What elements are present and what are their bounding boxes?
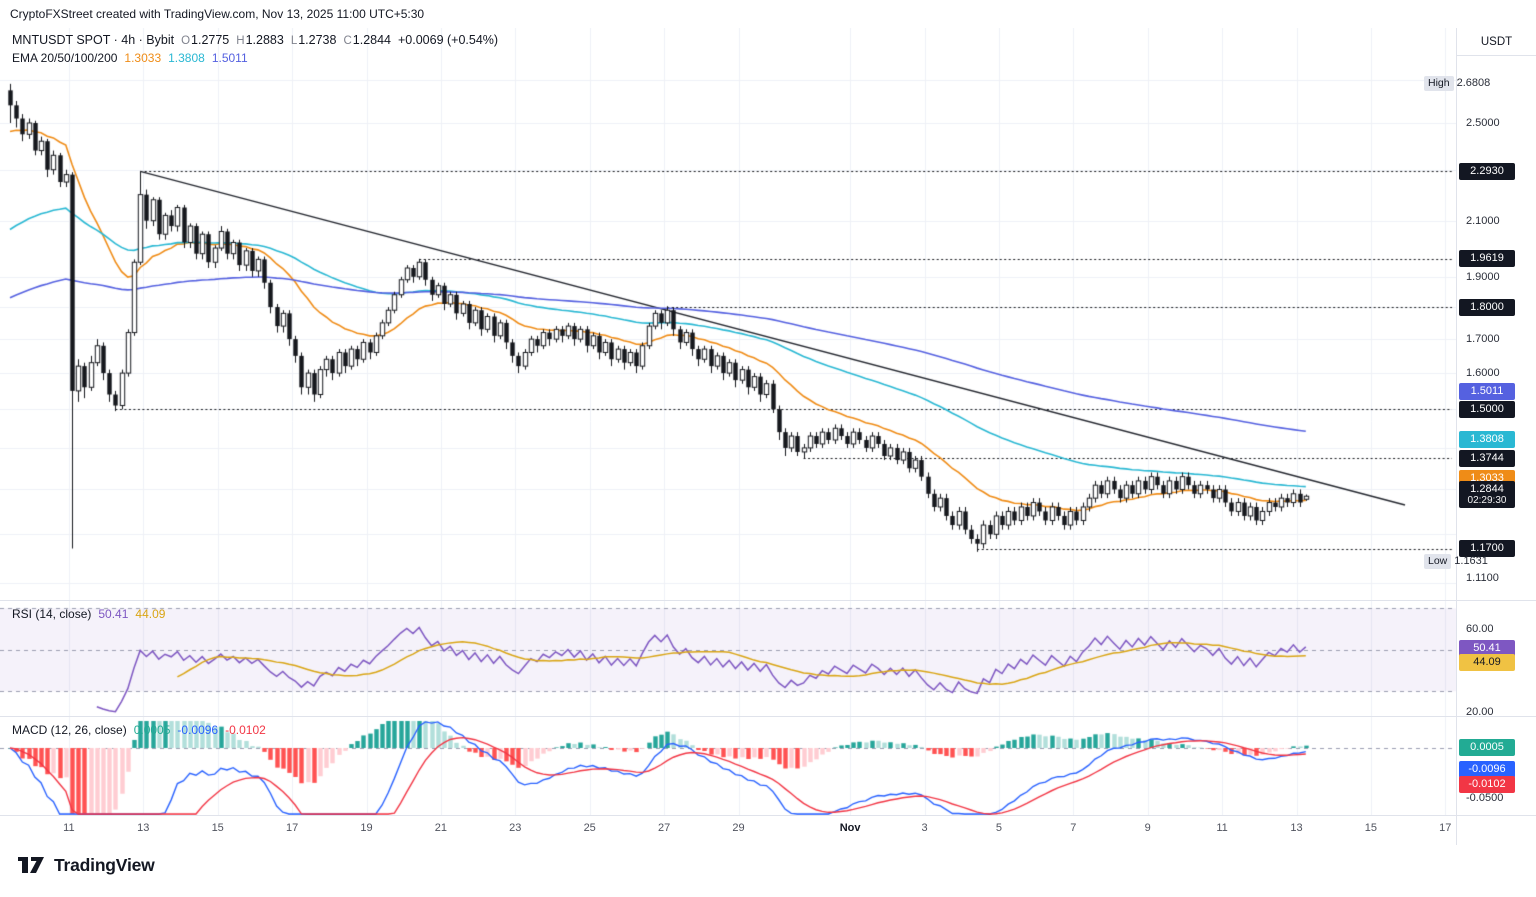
price-axis-tick: 2.1000	[1466, 214, 1500, 227]
pane-separator-macd-timeaxis	[0, 815, 1536, 816]
time-axis-label: 23	[509, 822, 522, 834]
ohlc-open: O1.2775	[181, 33, 229, 47]
price-axis-tick: 2.5000	[1466, 117, 1500, 129]
ohlc-low-value: 1.2738	[298, 33, 337, 47]
time-axis-label: 25	[583, 822, 596, 834]
price-axis-column[interactable]: USDT High 2.6808 2.5000 2.2930 2.1000 1.9619 1…	[1424, 28, 1536, 845]
macd-value-badge: 0.0005	[1459, 739, 1515, 756]
chart-caption: CryptoFXStreet created with TradingView.…	[10, 7, 425, 21]
symbol-legend[interactable]: MNTUSDT SPOT · 4h · Bybit O1.2775 H1.288…	[12, 33, 498, 47]
tradingview-logo[interactable]: TradingView	[16, 852, 155, 878]
high-price-marker: High 2.6808	[1424, 75, 1490, 91]
rsi-ma-value: 44.09	[135, 607, 166, 621]
time-axis-label: Nov	[839, 822, 861, 834]
ema-indicator-label: EMA 20/50/100/200	[12, 51, 118, 65]
ohlc-high-label: H	[236, 35, 245, 47]
time-axis-label: 15	[211, 822, 224, 834]
rsi-value-badge: 44.09	[1459, 653, 1515, 671]
rsi-value: 50.41	[98, 607, 129, 621]
time-axis-label: 7	[1070, 822, 1077, 834]
time-axis-label: 11	[1216, 822, 1228, 834]
time-axis-label: 3	[921, 822, 928, 834]
change-value: +0.0069 (+0.54%)	[398, 33, 499, 47]
price-value-badge: 1.3808	[1459, 431, 1515, 449]
time-axis-label: 27	[657, 822, 671, 834]
time-axis-label: 17	[1439, 822, 1452, 834]
price-axis-border	[1456, 28, 1457, 845]
ohlc-open-value: 1.2775	[191, 33, 230, 47]
ohlc-close-value: 1.2844	[352, 33, 391, 47]
price-level-badge: 1.8000	[1459, 298, 1515, 316]
ema100-value: 1.5011	[211, 51, 248, 65]
symbol-title: MNTUSDT SPOT · 4h · Bybit	[12, 33, 175, 47]
price-axis-tick: 1.9000	[1466, 270, 1500, 283]
tradingview-logo-icon	[18, 857, 44, 873]
macd-hist-value: 0.0005	[133, 723, 171, 737]
macd-axis-tick: -0.0500	[1466, 792, 1504, 804]
ema-legend[interactable]: EMA 20/50/100/200 1.3033 1.3808 1.5011	[12, 51, 248, 65]
time-axis-label: 13	[1290, 822, 1303, 834]
pane-separator-rsi-macd[interactable]	[0, 716, 1536, 717]
ohlc-low: L1.2738	[291, 33, 337, 47]
price-level-badge: 1.1700	[1459, 540, 1515, 557]
ema50-value: 1.3808	[168, 51, 205, 65]
macd-signal-value: -0.0102	[225, 723, 266, 737]
price-level-badge: 1.5000	[1459, 400, 1515, 418]
macd-line-value: -0.0096	[177, 723, 219, 737]
time-axis-label: 5	[995, 822, 1002, 834]
time-axis-label: 17	[285, 822, 299, 834]
rsi-axis-tick: 60.00	[1466, 623, 1494, 635]
rsi-axis-tick: 20.00	[1466, 706, 1494, 718]
time-axis-label: 15	[1364, 822, 1378, 834]
price-value-badge: 1.5011	[1459, 383, 1515, 401]
time-axis-label: 11	[63, 822, 75, 834]
price-axis-tick: 1.6000	[1466, 367, 1500, 380]
ohlc-open-label: O	[181, 35, 191, 47]
price-level-badge: 1.3744	[1459, 449, 1515, 467]
macd-indicator-label: MACD (12, 26, close)	[12, 723, 127, 737]
rsi-value-badge: 50.41	[1459, 640, 1515, 658]
price-level-badge: 2.2930	[1459, 162, 1515, 180]
macd-value-badge: -0.0102	[1459, 775, 1515, 793]
pane-separator-price-rsi[interactable]	[0, 600, 1536, 601]
time-axis-label: 9	[1144, 822, 1151, 834]
price-axis-tick: 1.1100	[1466, 572, 1499, 584]
macd-legend[interactable]: MACD (12, 26, close) 0.0005 -0.0096 -0.0…	[12, 723, 266, 737]
time-axis-label: 21	[434, 822, 448, 834]
time-axis[interactable]: 11 13 15 17 19 21 23 25 27 29 Nov 3 5 7 9 11 13 15 17	[0, 816, 1456, 844]
last-price-badge: 1.2844 02:29:30	[1459, 481, 1515, 509]
price-axis-tick: 1.7000	[1466, 333, 1500, 346]
chart-canvas[interactable]	[0, 28, 1456, 815]
ohlc-low-label: L	[290, 35, 298, 47]
time-axis-label: 13	[137, 822, 150, 834]
low-price-marker: Low 1.1631	[1424, 553, 1488, 569]
ohlc-high-value: 1.2883	[245, 33, 284, 47]
ohlc-close-label: C	[343, 35, 352, 47]
tradingview-logo-text: TradingView	[54, 854, 155, 875]
macd-value-badge: -0.0096	[1459, 761, 1515, 779]
ohlc-high: H1.2883	[236, 33, 284, 47]
ema20-value: 1.3033	[124, 51, 162, 65]
axis-currency-label[interactable]: USDT	[1457, 28, 1536, 56]
rsi-legend[interactable]: RSI (14, close) 50.41 44.09	[12, 607, 165, 621]
time-axis-label: 29	[732, 822, 745, 834]
rsi-indicator-label: RSI (14, close)	[12, 607, 92, 621]
time-axis-label: 19	[360, 822, 373, 834]
ohlc-close: C1.2844	[343, 33, 391, 47]
price-level-badge: 1.9619	[1459, 250, 1515, 268]
